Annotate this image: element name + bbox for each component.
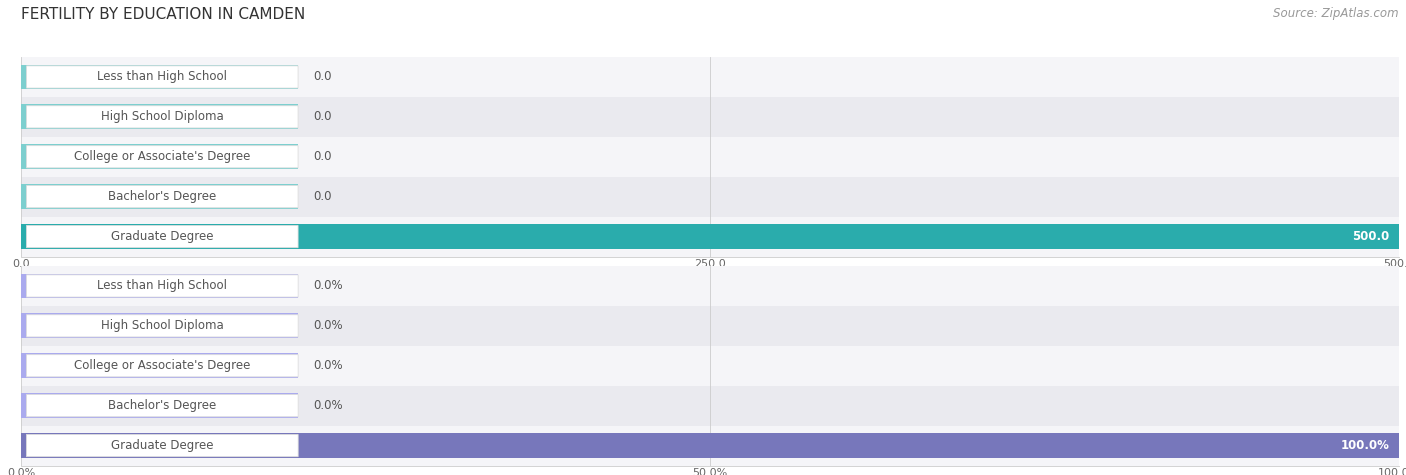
FancyBboxPatch shape [27, 315, 298, 337]
Bar [21, 104, 298, 129]
Text: 0.0%: 0.0% [314, 399, 343, 412]
Text: 500.0: 500.0 [1353, 230, 1389, 243]
Bar [21, 353, 298, 378]
Bar [21, 433, 1399, 458]
Text: 0.0: 0.0 [314, 150, 332, 163]
Bar [21, 177, 1399, 217]
Text: 0.0: 0.0 [314, 110, 332, 124]
FancyBboxPatch shape [27, 146, 298, 168]
Bar [21, 266, 1399, 306]
Bar [21, 224, 1399, 249]
Text: Graduate Degree: Graduate Degree [111, 230, 214, 243]
Text: Less than High School: Less than High School [97, 70, 228, 84]
Text: Graduate Degree: Graduate Degree [111, 439, 214, 452]
Bar [21, 144, 298, 169]
Text: 0.0%: 0.0% [314, 279, 343, 293]
FancyBboxPatch shape [27, 186, 298, 208]
Text: College or Associate's Degree: College or Associate's Degree [75, 150, 250, 163]
Bar [21, 274, 298, 298]
Text: Source: ZipAtlas.com: Source: ZipAtlas.com [1274, 7, 1399, 20]
Text: Less than High School: Less than High School [97, 279, 228, 293]
FancyBboxPatch shape [27, 106, 298, 128]
Text: College or Associate's Degree: College or Associate's Degree [75, 359, 250, 372]
Text: Bachelor's Degree: Bachelor's Degree [108, 190, 217, 203]
Bar [21, 314, 298, 338]
Bar [21, 97, 1399, 137]
Text: 0.0%: 0.0% [314, 319, 343, 332]
Bar [21, 184, 298, 209]
Bar [21, 346, 1399, 386]
Text: 0.0: 0.0 [314, 70, 332, 84]
Text: Bachelor's Degree: Bachelor's Degree [108, 399, 217, 412]
FancyBboxPatch shape [27, 435, 298, 456]
FancyBboxPatch shape [27, 226, 298, 247]
Text: 100.0%: 100.0% [1340, 439, 1389, 452]
Bar [21, 57, 1399, 97]
Bar [21, 65, 298, 89]
Text: 0.0: 0.0 [314, 190, 332, 203]
Text: High School Diploma: High School Diploma [101, 319, 224, 332]
FancyBboxPatch shape [27, 275, 298, 297]
Text: 0.0%: 0.0% [314, 359, 343, 372]
Text: FERTILITY BY EDUCATION IN CAMDEN: FERTILITY BY EDUCATION IN CAMDEN [21, 7, 305, 22]
Text: High School Diploma: High School Diploma [101, 110, 224, 124]
Bar [21, 137, 1399, 177]
FancyBboxPatch shape [27, 355, 298, 377]
Bar [21, 306, 1399, 346]
Bar [21, 393, 298, 418]
Bar [21, 386, 1399, 426]
FancyBboxPatch shape [27, 66, 298, 88]
Bar [21, 217, 1399, 256]
FancyBboxPatch shape [27, 395, 298, 417]
Bar [21, 426, 1399, 466]
